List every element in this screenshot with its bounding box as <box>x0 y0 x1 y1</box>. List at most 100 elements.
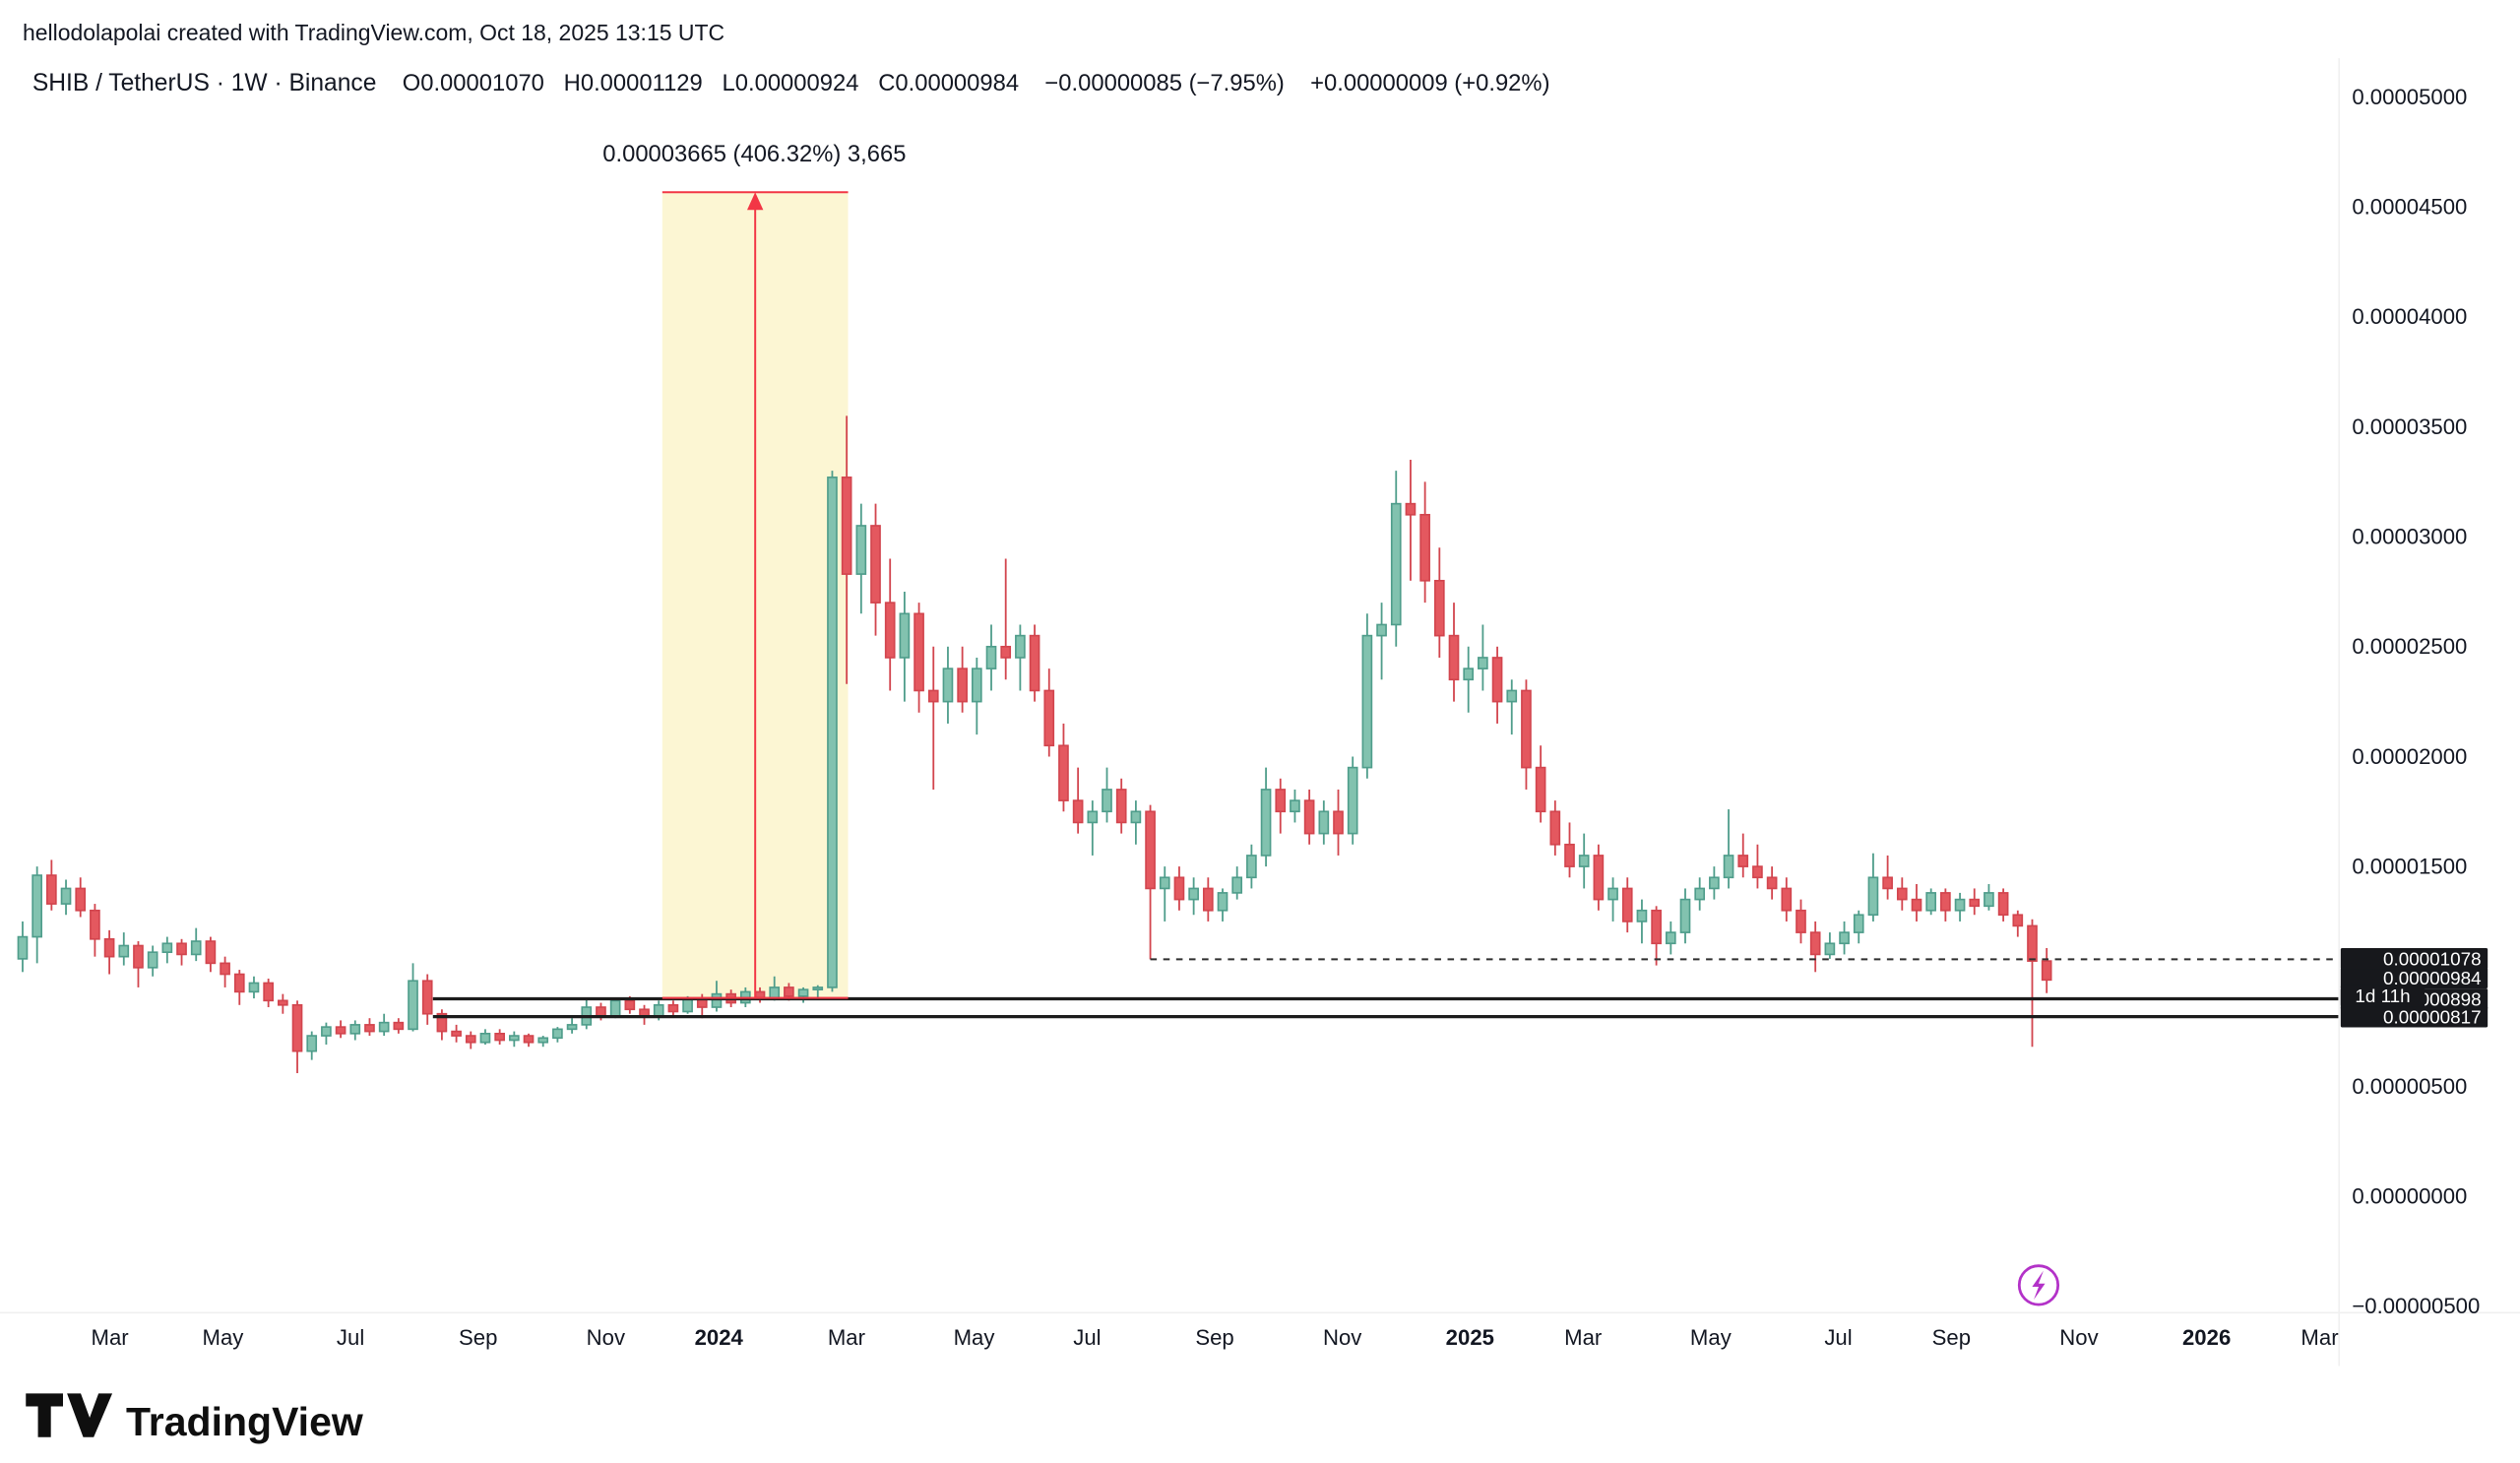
candle-body <box>1217 892 1228 912</box>
candle-body <box>1405 502 1417 516</box>
candle-body <box>711 992 723 1008</box>
candle-body <box>103 937 115 958</box>
candle-body <box>465 1035 476 1044</box>
candle-body <box>494 1033 505 1042</box>
candle-body <box>1361 634 1373 769</box>
time-scale-month-label: Jul <box>1824 1325 1852 1350</box>
session-change: +0.00000009 (+0.92%) <box>1310 70 1549 96</box>
candle-body <box>797 988 809 997</box>
candle-body <box>870 525 881 604</box>
price-scale-label: 0.00004000 <box>2352 304 2467 329</box>
candle-body <box>1173 876 1185 901</box>
candle-body <box>436 1012 448 1033</box>
candle-body <box>349 1024 361 1035</box>
candle-body <box>1072 799 1084 824</box>
candle-body <box>306 1035 318 1052</box>
candle-body <box>841 477 852 575</box>
candle-body <box>335 1026 346 1035</box>
candle-body <box>133 944 144 969</box>
candle-body <box>1997 892 2009 917</box>
price-scale-label: 0.00005000 <box>2352 85 2467 109</box>
candle-body <box>927 689 939 703</box>
candle-body <box>1159 876 1170 890</box>
price-scale-label: 0.00004500 <box>2352 195 2467 220</box>
candle-body <box>147 951 158 969</box>
candle-body <box>1940 892 1951 912</box>
candle-body <box>1463 668 1475 681</box>
candle-body <box>1491 657 1503 703</box>
candle-body <box>176 942 187 956</box>
candle-body <box>1867 876 1879 917</box>
tradingview-logo[interactable]: TradingView <box>26 1393 363 1444</box>
candle-body <box>624 999 636 1011</box>
candle-body <box>1347 766 1358 835</box>
candle-body <box>1433 579 1445 637</box>
ohlc-close: C0.00000984 <box>878 70 1019 96</box>
tradingview-logomark-t <box>26 1393 64 1437</box>
candle-body <box>220 962 230 976</box>
candle-body <box>784 986 794 997</box>
candle-body <box>1043 689 1055 747</box>
candle-body <box>1809 931 1821 956</box>
time-scale-month-label: Sep <box>1195 1325 1233 1350</box>
last-price-badge-label: 0.00000984 <box>2383 968 2482 988</box>
price-axis[interactable]: 0.00005000 0.00004500 0.00004000 0.00003500… <box>2352 85 2480 1318</box>
candle-body <box>552 1028 563 1040</box>
candle-body <box>1318 810 1330 835</box>
price-scale-label: −0.00000500 <box>2352 1294 2480 1318</box>
candle-body <box>1969 898 1981 908</box>
candle-body <box>1694 887 1706 901</box>
candle-body <box>1752 865 1763 879</box>
candle-body <box>914 612 924 692</box>
candle-body <box>278 999 288 1006</box>
candle-body <box>248 982 260 993</box>
drawings-layer[interactable] <box>432 191 2340 1019</box>
lightning-event-marker[interactable] <box>2017 1264 2060 1306</box>
price-range-arrow-head <box>746 192 764 211</box>
candle-body <box>985 645 997 669</box>
candle-body <box>1853 914 1864 933</box>
candle-body <box>1549 810 1561 846</box>
symbol-title: SHIB / TetherUS · 1W · Binance <box>32 70 377 96</box>
candle-body <box>1709 876 1720 890</box>
candle-body <box>1506 689 1518 703</box>
candle-body <box>161 942 173 954</box>
candle-body <box>899 612 911 659</box>
time-axis[interactable]: Mar May Jul Sep Nov 2024 Mar May Jul Sep Nov 2025 Ma… <box>92 1325 2340 1350</box>
candle-body <box>1246 855 1257 879</box>
tradingview-logomark-v <box>67 1393 113 1437</box>
candle-body <box>2012 914 2024 927</box>
candle-body <box>1130 810 1142 824</box>
candle-body <box>32 874 42 938</box>
price-scale-label: 0.00000500 <box>2352 1074 2467 1099</box>
candle-body <box>537 1037 549 1044</box>
time-scale-month-label: Mar <box>828 1325 866 1350</box>
time-scale-month-label: Nov <box>587 1325 625 1350</box>
ohlc-open: O0.00001070 <box>403 70 544 96</box>
candle-body <box>1723 855 1734 879</box>
candle-body <box>769 986 781 999</box>
candle-body <box>393 1021 405 1031</box>
candle-body <box>1390 502 1402 626</box>
ray-price-badge <box>2340 948 2488 970</box>
candle-body <box>1275 789 1287 813</box>
candle-body <box>1839 931 1850 945</box>
candle-body <box>90 909 100 940</box>
time-scale-year-label: 2026 <box>2182 1325 2231 1350</box>
candle-body <box>233 973 245 993</box>
candle-body <box>263 982 274 1002</box>
candle-body <box>1781 887 1793 912</box>
bar-change: −0.00000085 (−7.95%) <box>1044 70 1284 96</box>
candle-body <box>1593 855 1605 901</box>
candle-body <box>421 980 433 1015</box>
candle-body <box>1911 898 1922 912</box>
countdown-badge <box>2340 985 2426 1007</box>
candle-body <box>190 940 202 956</box>
candle-body <box>291 1003 303 1052</box>
candle-body <box>408 980 418 1031</box>
candle-body <box>1824 942 1836 956</box>
time-scale-year-label: 2025 <box>1446 1325 1494 1350</box>
lightning-bolt-icon <box>2032 1270 2046 1301</box>
candle-body <box>812 986 824 990</box>
